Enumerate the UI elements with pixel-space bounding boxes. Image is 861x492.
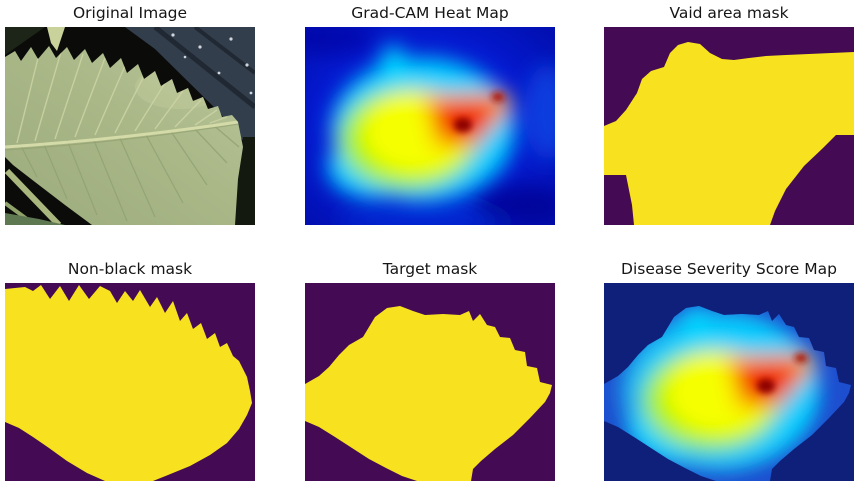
lower-stem <box>5 168 62 225</box>
panel-severity-map <box>604 283 854 481</box>
panel-target-mask <box>305 283 555 481</box>
corner-leaflet <box>5 213 65 225</box>
leaf-veins-lower <box>19 123 240 222</box>
original-image-canvas <box>5 27 255 225</box>
dark-right-corner <box>233 137 255 225</box>
target-mask-canvas <box>305 283 555 481</box>
panel-nonblack-mask <box>5 283 255 481</box>
severity-map-canvas <box>604 283 854 481</box>
top-stem <box>47 27 65 51</box>
nonblack-mask-canvas <box>5 283 255 481</box>
leaf-veins-upper <box>16 51 228 144</box>
mulch-speckles <box>171 33 253 95</box>
mask-true-region <box>604 42 854 225</box>
corner-foliage <box>5 27 45 55</box>
leaf-midrib <box>5 120 239 149</box>
panel-title-original: Original Image <box>72 4 188 22</box>
panel-title-nonblack-mask: Non-black mask <box>67 260 193 278</box>
panel-original-image <box>5 27 255 225</box>
mask-true-region <box>305 306 552 481</box>
panel-title-gradcam: Grad-CAM Heat Map <box>351 4 509 22</box>
panel-title-target-mask: Target mask <box>382 260 478 278</box>
valid-mask-canvas <box>604 27 854 225</box>
midrib-shadow <box>5 123 239 151</box>
panel-title-severity-map: Disease Severity Score Map <box>621 260 837 278</box>
panel-gradcam-heatmap <box>305 27 555 225</box>
background-shading <box>305 27 555 225</box>
panel-valid-area-mask <box>604 27 854 225</box>
gradcam-canvas <box>305 27 555 225</box>
mulch-area <box>125 27 255 155</box>
mask-true-region <box>5 285 252 481</box>
panel-title-valid-mask: Vaid area mask <box>669 4 789 22</box>
mulch-streaks <box>153 27 255 109</box>
